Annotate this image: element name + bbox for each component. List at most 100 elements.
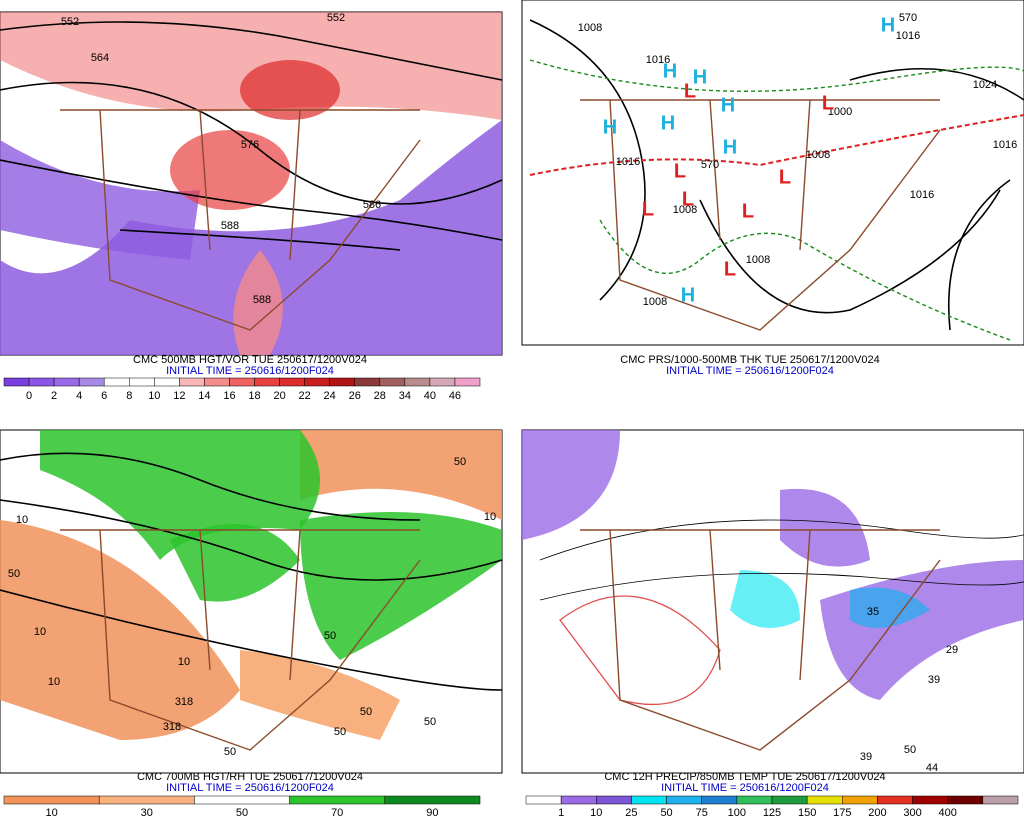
map-precip [521,429,1024,774]
contour-label: 50 [454,456,466,468]
contour-label: 1024 [973,79,997,91]
contour-label: 50 [8,568,20,580]
colorbar-label: 46 [449,390,461,402]
map-labels: 552 564 552 576 588 588 586 1008 1016 10… [8,12,1017,774]
colorbar-swatch [53,377,80,387]
colorbar-swatch [179,377,205,387]
colorbar-swatch [429,377,456,387]
colorbar-swatch [877,795,913,805]
low-symbol: L [642,198,654,220]
colorbar-swatch [204,377,230,387]
low-symbol: L [684,80,696,102]
colorbar-label: 10 [45,807,57,819]
low-symbol: L [742,200,754,222]
colorbar-swatch [129,377,155,387]
contour-label: 1008 [746,254,770,266]
colorbar-label: 75 [696,807,708,819]
colorbar-swatch [806,795,843,805]
colorbar-label: 30 [141,807,153,819]
colorbar-swatch [289,795,386,805]
map-700mb [0,429,503,774]
colorbar-swatch [384,795,481,805]
initial-time: INITIAL TIME = 250616/1200F024 [166,365,334,377]
map-500mb [0,11,503,356]
initial-time: INITIAL TIME = 250616/1200F024 [166,782,334,794]
colorbar-swatch [229,377,255,387]
colorbar-label: 70 [331,807,343,819]
colorbar-label: 28 [374,390,386,402]
high-symbol: H [603,116,617,138]
colorbar-label: 50 [660,807,672,819]
colorbar-label: 200 [868,807,886,819]
contour-label: 586 [363,199,381,211]
contour-label: 570 [701,159,719,171]
colorbar-swatch [254,377,280,387]
contour-label: 39 [928,674,940,686]
colorbar-label: 175 [833,807,851,819]
contour-label: 552 [327,12,345,24]
contour-label: 318 [163,721,181,733]
contour-label: 50 [324,630,336,642]
contour-label: 44 [926,762,938,774]
colorbar-label: 25 [625,807,637,819]
colorbar-label: 14 [198,390,210,402]
high-symbol: H [661,112,675,134]
colorbar-swatch [947,795,984,805]
high-symbol: H [721,94,735,116]
colorbar-label: 10 [590,807,602,819]
colorbar-label: 6 [101,390,107,402]
contour-label: 50 [904,744,916,756]
low-symbol: L [682,188,694,210]
colorbar-swatch [454,377,481,387]
colorbar-label: 100 [728,807,746,819]
colorbar-label: 50 [236,807,248,819]
colorbar-label: 150 [798,807,816,819]
contour-label: 1008 [806,149,830,161]
colorbar-label: 90 [426,807,438,819]
high-symbol: H [693,66,707,88]
colorbar-swatch [28,377,55,387]
contour-label: 1016 [896,30,920,42]
colorbar-swatch [3,377,30,387]
colorbar-label: 40 [424,390,436,402]
colorbar-swatch [842,795,878,805]
caption: CMC 500MB HGT/VOR TUE 250617/1200V024 [133,354,367,366]
contour-label: 10 [484,511,496,523]
colorbar-label: 34 [399,390,411,402]
colorbar-label: 4 [76,390,82,402]
contour-label: 1008 [673,204,697,216]
colorbar-label: 1 [558,807,564,819]
colorbar-swatch [279,377,305,387]
contour-label: 10 [34,626,46,638]
colorbar-swatch [98,795,195,805]
contour-label: 588 [221,220,239,232]
colorbar-label: 125 [763,807,781,819]
low-symbol: L [822,92,834,114]
contour-label: 29 [946,644,958,656]
colorbar-swatch [666,795,702,805]
colorbar-swatch [404,377,431,387]
contour-label: 570 [899,12,917,24]
contour-label: 1016 [646,54,670,66]
contour-label: 1000 [828,106,852,118]
colorbar-swatch [379,377,406,387]
colorbar-label: 20 [273,390,285,402]
colorbar-label: 400 [939,807,957,819]
colorbar-swatch [354,377,381,387]
contour-label: 35 [867,606,879,618]
contour-label: 552 [61,16,79,28]
contour-label: 50 [424,716,436,728]
contour-label: 50 [334,726,346,738]
contour-label: 588 [253,294,271,306]
colorbar-swatch [701,795,738,805]
colorbar-swatch [736,795,773,805]
contour-label: 10 [48,676,60,688]
colorbar-label: 18 [248,390,260,402]
colorbar-swatch [154,377,180,387]
colorbar-swatch [596,795,632,805]
contour-label: 1016 [910,189,934,201]
contour-label: 576 [241,139,259,151]
colorbar-swatch [78,377,105,387]
